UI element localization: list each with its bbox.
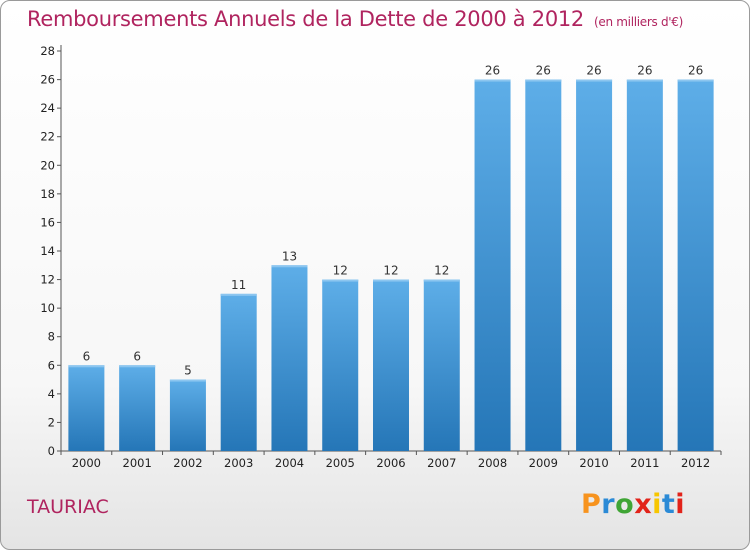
bar xyxy=(525,79,562,452)
y-tick-label: 24 xyxy=(40,101,55,115)
bar-top-highlight xyxy=(322,279,359,282)
commune-name: TAURIAC xyxy=(27,496,109,518)
bar-top-highlight xyxy=(525,79,562,82)
data-label: 11 xyxy=(231,278,246,292)
logo-letter: t xyxy=(661,489,676,520)
x-tick-label: 2001 xyxy=(123,456,152,470)
data-label: 26 xyxy=(688,64,703,78)
bars xyxy=(68,79,714,452)
y-tick-label: 16 xyxy=(40,215,55,229)
x-tick-label: 2009 xyxy=(529,456,558,470)
bar-top-highlight xyxy=(423,279,460,282)
logo-letter: x xyxy=(634,489,653,520)
bar xyxy=(576,79,613,452)
y-tick-label: 22 xyxy=(40,130,55,144)
bar xyxy=(423,279,460,451)
data-label: 6 xyxy=(133,349,141,363)
data-label: 26 xyxy=(586,64,601,78)
bar-top-highlight xyxy=(373,279,409,282)
bar-top-highlight xyxy=(576,79,613,82)
bar-top-highlight xyxy=(169,379,206,382)
bar xyxy=(119,365,156,451)
x-tick-label: 2010 xyxy=(579,456,608,470)
x-tick-label: 2000 xyxy=(72,456,101,470)
x-tick-label: 2005 xyxy=(326,456,355,470)
y-tick-label: 28 xyxy=(40,44,55,58)
y-tick-label: 6 xyxy=(48,358,55,372)
logo-letter: i xyxy=(675,489,686,520)
y-tick-label: 10 xyxy=(40,301,55,315)
x-tick-label: 2002 xyxy=(173,456,202,470)
data-label: 5 xyxy=(184,364,192,378)
chart-title: Remboursements Annuels de la Dette de 20… xyxy=(27,7,683,31)
x-tick-label: 2008 xyxy=(478,456,507,470)
x-tick-label: 2012 xyxy=(681,456,710,470)
data-label: 12 xyxy=(383,264,398,278)
chart-unit: (en milliers d'€) xyxy=(594,15,684,29)
y-tick-label: 18 xyxy=(40,187,55,201)
x-tick-label: 2004 xyxy=(275,456,304,470)
logo-letter: i xyxy=(652,489,662,520)
chart-title-text: Remboursements Annuels de la Dette de 20… xyxy=(27,7,584,31)
data-label: 12 xyxy=(434,264,449,278)
y-tick-label: 2 xyxy=(48,415,55,429)
data-label: 26 xyxy=(536,64,551,78)
bar-top-highlight xyxy=(271,265,308,268)
y-tick-label: 20 xyxy=(40,158,55,172)
logo-letter: o xyxy=(615,489,635,520)
y-tick-label: 4 xyxy=(48,387,55,401)
bar xyxy=(474,79,511,452)
y-tick-label: 26 xyxy=(40,73,55,87)
bar xyxy=(373,279,409,451)
bar xyxy=(271,265,308,451)
x-tick-label: 2011 xyxy=(630,456,659,470)
data-label: 26 xyxy=(485,64,500,78)
data-labels: 6 6 5 11 13 12 12 12 26 26 26 26 26 xyxy=(83,64,704,378)
bar xyxy=(677,79,714,452)
bar xyxy=(626,79,663,452)
x-tick-label: 2006 xyxy=(376,456,405,470)
bar xyxy=(220,293,257,451)
data-label: 12 xyxy=(333,264,348,278)
bar-top-highlight xyxy=(677,79,714,82)
logo-letter: r xyxy=(601,489,616,520)
x-tick-label: 2003 xyxy=(224,456,253,470)
bar xyxy=(68,365,105,451)
y-tick-label: 0 xyxy=(48,444,55,458)
proxiti-logo[interactable]: Proxiti xyxy=(581,489,685,520)
logo-letter: P xyxy=(581,489,602,520)
data-label: 6 xyxy=(83,349,91,363)
y-tick-label: 8 xyxy=(48,330,55,344)
y-tick-label: 14 xyxy=(40,244,55,258)
bar-top-highlight xyxy=(119,365,156,368)
y-tick-label: 12 xyxy=(40,273,55,287)
bar-top-highlight xyxy=(220,293,257,296)
bar-top-highlight xyxy=(474,79,511,82)
x-tick-label: 2007 xyxy=(427,456,456,470)
bar-top-highlight xyxy=(626,79,663,82)
bar-top-highlight xyxy=(68,365,105,368)
bar xyxy=(322,279,359,451)
bar xyxy=(169,379,206,451)
data-label: 13 xyxy=(282,249,297,263)
data-label: 26 xyxy=(637,64,652,78)
